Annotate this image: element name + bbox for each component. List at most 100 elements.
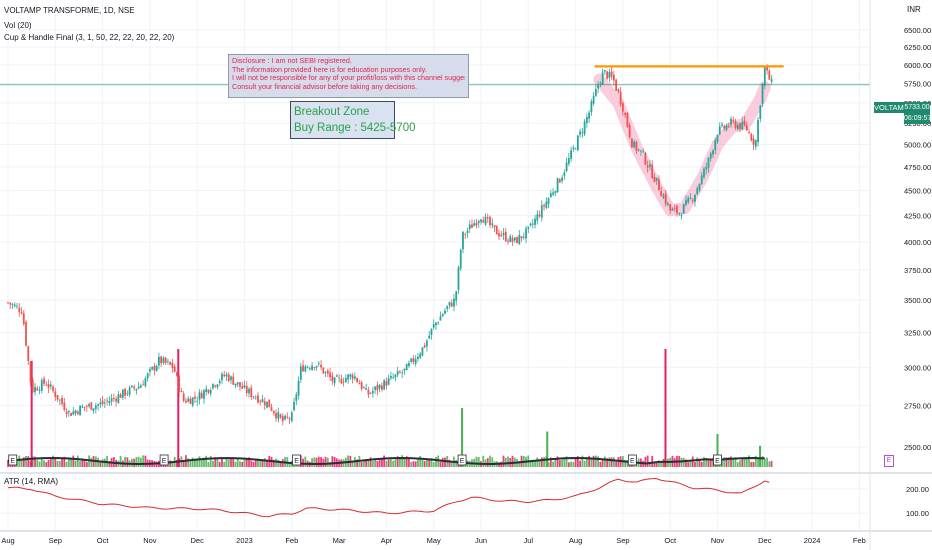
month-tick-label: Jul [524, 536, 534, 545]
volume-indicator-label[interactable]: Vol (20) [4, 21, 32, 30]
candle-body [464, 233, 467, 235]
volume-bar [63, 456, 66, 467]
volume-bar [27, 456, 30, 467]
candle-body [649, 164, 651, 167]
volume-bar [331, 456, 334, 467]
candle-body [408, 362, 410, 367]
candle-body [320, 364, 322, 368]
volume-bar [79, 461, 81, 467]
volume-bar [365, 458, 368, 467]
earnings-marker [8, 454, 18, 466]
candle-body [218, 380, 221, 384]
volume-bar [549, 457, 552, 467]
month-tick-label: Nov [711, 536, 725, 545]
candle-body [128, 387, 131, 395]
candle-body [101, 400, 104, 405]
candle-body [430, 328, 433, 335]
volume-bar [90, 457, 93, 467]
candle-body [687, 197, 690, 203]
buy-range-text: Buy Range : 5425-5700 [294, 122, 416, 134]
volume-bar [74, 460, 77, 467]
candle-body [642, 151, 645, 153]
volume-bar [198, 456, 201, 467]
candle-body [660, 191, 663, 197]
volume-bar [232, 457, 235, 467]
candle-body [293, 401, 295, 411]
candle-body [115, 398, 118, 402]
earnings-marker [457, 454, 467, 466]
volume-bar [277, 459, 280, 467]
symbol-title[interactable]: VOLTAMP TRANSFORME, 1D, NSE [4, 6, 135, 15]
candle-body [520, 236, 523, 239]
candle-body [477, 220, 480, 224]
candle-body [754, 140, 757, 147]
atr-axis: 100.00 200.00 [906, 485, 929, 518]
volume-bar [732, 459, 735, 467]
candle-body [597, 85, 600, 89]
volume-bar [205, 455, 208, 467]
volume-bar [743, 457, 746, 467]
volume-bar [76, 455, 79, 467]
volume-bar [651, 455, 654, 467]
candle-body [457, 267, 460, 290]
volume-bar [137, 456, 140, 467]
volume-bar [644, 456, 647, 467]
volume-bar [511, 455, 514, 467]
price-tick-label: 4500.00 [904, 186, 931, 195]
candle-body [486, 217, 489, 219]
candle-body [622, 103, 624, 112]
month-tick-label: Sep [49, 536, 62, 545]
volume-bar [455, 460, 458, 467]
candle-body [676, 206, 678, 214]
volume-bar [766, 457, 768, 467]
candle-body [49, 384, 52, 387]
candle-body [248, 388, 250, 394]
candle-body [356, 378, 359, 383]
candle-body [403, 368, 406, 371]
volume-bar [658, 460, 660, 467]
volume-bar [133, 458, 136, 467]
candle-body [482, 220, 485, 223]
volume-bar [534, 461, 536, 467]
earnings-axis-marker[interactable]: E [884, 455, 894, 467]
volume-bar [554, 458, 557, 467]
candle-body [547, 198, 550, 204]
candle-body [155, 365, 158, 371]
candle-body [38, 389, 41, 391]
candle-body [518, 234, 521, 245]
candle-body [40, 380, 43, 391]
cup-handle-indicator-label[interactable]: Cup & Handle Final (3, 1, 50, 22, 22, 20… [4, 33, 175, 42]
volume-bar [583, 460, 586, 467]
candle-body [396, 371, 399, 376]
candle-body [313, 367, 316, 368]
volume-bar [590, 459, 593, 467]
candle-body [268, 399, 271, 408]
candle-body [85, 406, 88, 407]
candle-body [261, 399, 264, 403]
atr-grid [0, 488, 870, 514]
candle-body [7, 302, 9, 304]
candle-body [209, 390, 212, 394]
volume-bar [22, 457, 25, 467]
volume-bar [34, 456, 36, 467]
atr-indicator-label[interactable]: ATR (14, RMA) [4, 477, 59, 486]
price-tick-label: 6250.00 [904, 43, 931, 52]
month-tick-label: Jun [475, 536, 487, 545]
currency-label[interactable]: INR [907, 5, 921, 14]
candle-body [455, 291, 458, 301]
volume-bar [401, 455, 404, 467]
candle-body [619, 91, 622, 105]
volume-bar [540, 457, 543, 467]
candle-body [507, 240, 509, 242]
volume-bar [430, 458, 433, 467]
candle-body [673, 207, 676, 209]
candle-body [135, 388, 138, 391]
volume-bar [752, 461, 755, 467]
volume-bar [761, 456, 764, 467]
candle-body [655, 177, 658, 181]
volume-bar [423, 460, 426, 467]
price-tick-label: 3500.00 [904, 296, 931, 305]
candle-body [554, 191, 557, 194]
candle-body [198, 392, 201, 400]
candle-body [662, 195, 665, 198]
